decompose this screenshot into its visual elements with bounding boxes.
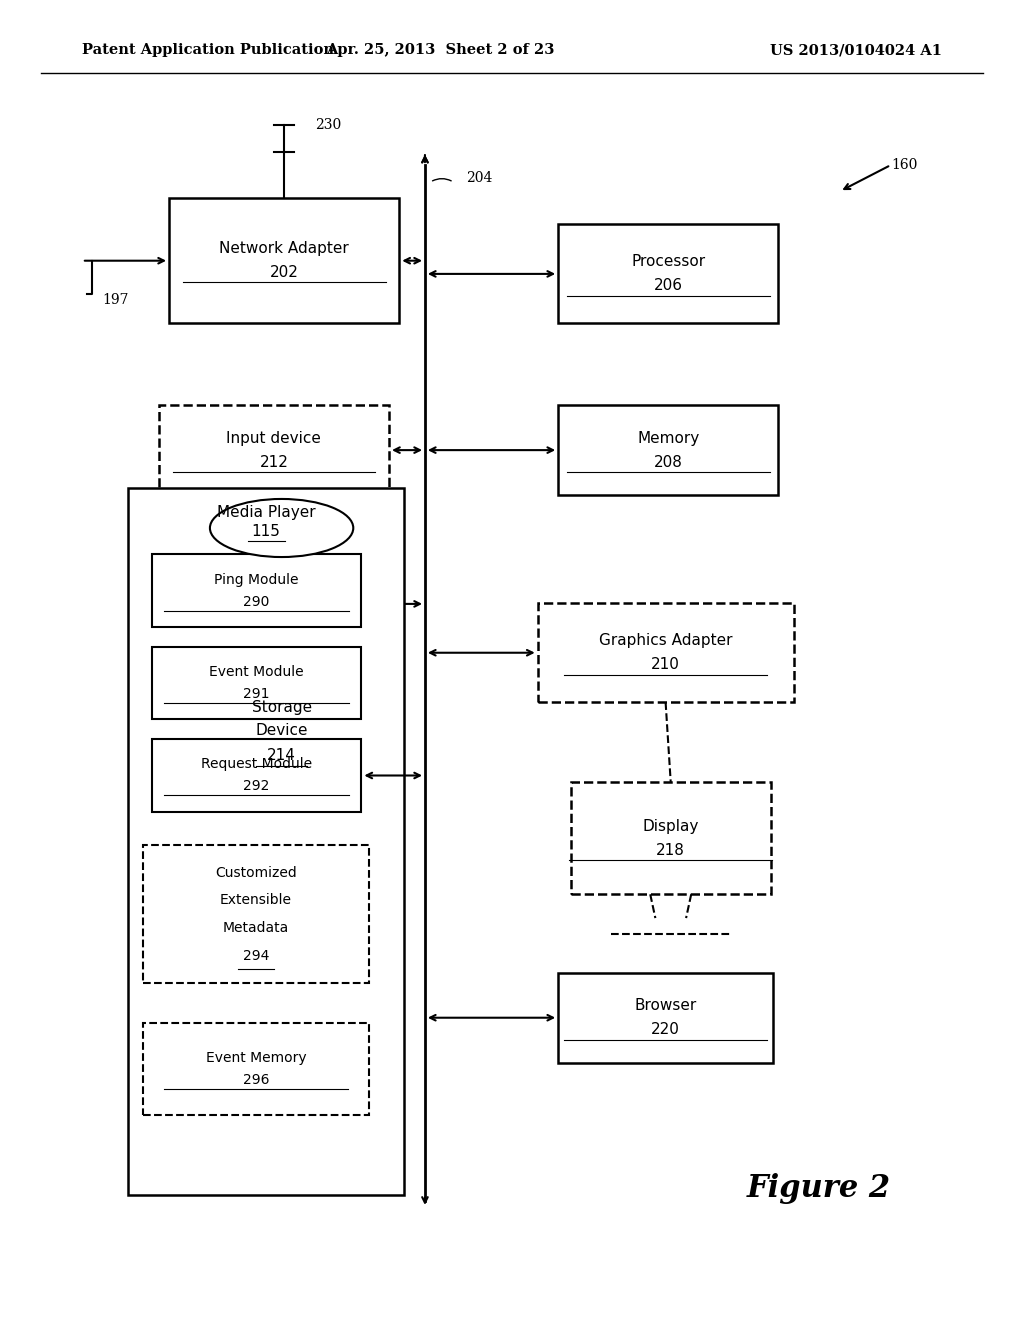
FancyBboxPatch shape xyxy=(159,405,389,495)
Text: Device: Device xyxy=(255,723,308,738)
Text: 294: 294 xyxy=(243,949,269,962)
Text: 208: 208 xyxy=(653,454,683,470)
Text: 115: 115 xyxy=(252,524,281,540)
Text: 230: 230 xyxy=(315,119,341,132)
Bar xyxy=(210,528,353,680)
Text: Graphics Adapter: Graphics Adapter xyxy=(599,634,732,648)
Text: Media Player: Media Player xyxy=(217,504,315,520)
Text: Metadata: Metadata xyxy=(223,921,289,935)
Text: 197: 197 xyxy=(102,293,129,308)
FancyBboxPatch shape xyxy=(143,1023,369,1115)
FancyBboxPatch shape xyxy=(152,554,361,627)
Text: 296: 296 xyxy=(243,1073,269,1088)
Text: Network Adapter: Network Adapter xyxy=(219,242,349,256)
Text: 212: 212 xyxy=(259,454,289,470)
Text: Extensible: Extensible xyxy=(220,894,292,907)
Text: 210: 210 xyxy=(651,657,680,672)
Text: Browser: Browser xyxy=(635,998,696,1014)
Text: 206: 206 xyxy=(653,279,683,293)
Text: 218: 218 xyxy=(656,842,685,858)
Ellipse shape xyxy=(210,651,353,709)
Text: 292: 292 xyxy=(244,780,269,793)
FancyBboxPatch shape xyxy=(558,224,778,323)
FancyBboxPatch shape xyxy=(558,405,778,495)
FancyBboxPatch shape xyxy=(538,603,794,702)
Text: Customized: Customized xyxy=(215,866,297,879)
Ellipse shape xyxy=(210,499,353,557)
FancyBboxPatch shape xyxy=(169,198,399,323)
FancyBboxPatch shape xyxy=(571,781,770,895)
Text: 202: 202 xyxy=(269,265,299,280)
Text: Event Memory: Event Memory xyxy=(206,1051,306,1065)
FancyBboxPatch shape xyxy=(143,845,369,983)
Text: Processor: Processor xyxy=(631,255,706,269)
FancyBboxPatch shape xyxy=(152,739,361,812)
Text: 290: 290 xyxy=(244,595,269,609)
Text: 214: 214 xyxy=(267,748,296,763)
Text: 160: 160 xyxy=(891,158,918,172)
Text: Memory: Memory xyxy=(637,430,699,446)
Text: Patent Application Publication: Patent Application Publication xyxy=(82,44,334,57)
Text: US 2013/0104024 A1: US 2013/0104024 A1 xyxy=(770,44,942,57)
Text: 291: 291 xyxy=(244,688,269,701)
Text: 220: 220 xyxy=(651,1022,680,1038)
Text: Ping Module: Ping Module xyxy=(214,573,299,586)
Text: Event Module: Event Module xyxy=(209,665,304,678)
FancyBboxPatch shape xyxy=(152,647,361,719)
Text: Request Module: Request Module xyxy=(201,758,312,771)
Text: Input device: Input device xyxy=(226,430,322,446)
Text: Figure 2: Figure 2 xyxy=(748,1172,891,1204)
FancyBboxPatch shape xyxy=(558,973,773,1063)
Text: 204: 204 xyxy=(466,172,493,185)
Text: Display: Display xyxy=(642,818,699,834)
FancyBboxPatch shape xyxy=(128,488,404,1195)
Text: Apr. 25, 2013  Sheet 2 of 23: Apr. 25, 2013 Sheet 2 of 23 xyxy=(326,44,555,57)
Text: Storage: Storage xyxy=(252,700,311,714)
